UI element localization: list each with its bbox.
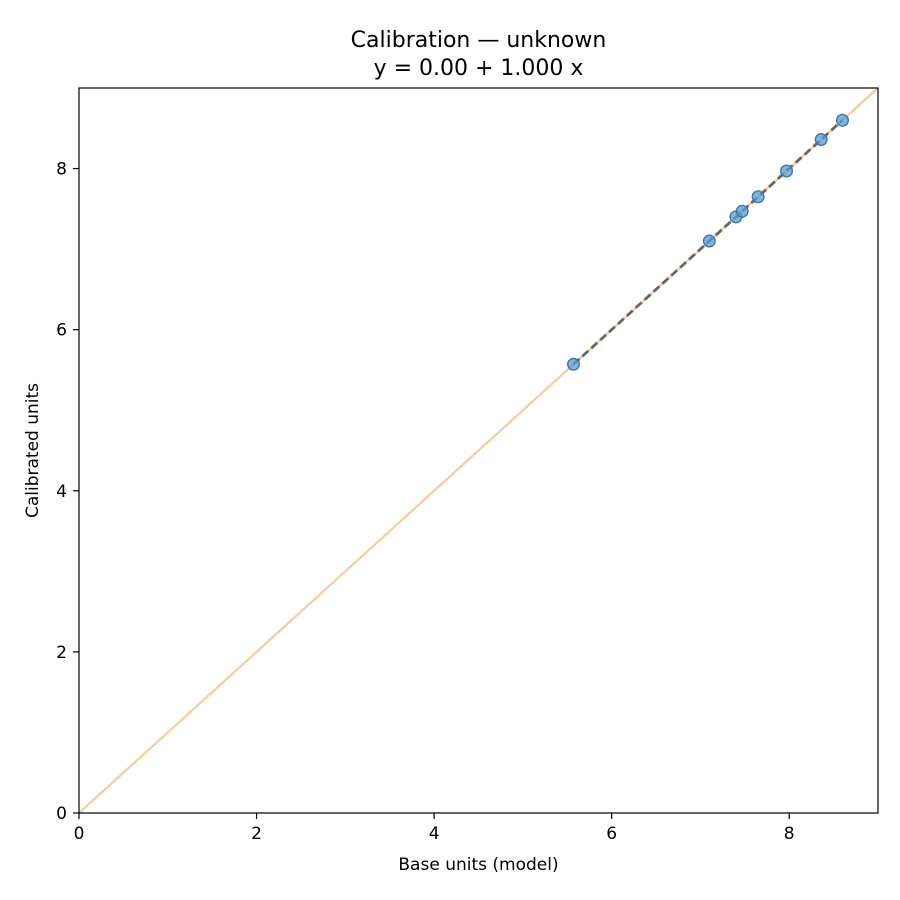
y-tick-label: 2 bbox=[56, 643, 67, 663]
x-axis-label: Base units (model) bbox=[398, 855, 558, 875]
data-point bbox=[702, 234, 716, 248]
data-point bbox=[751, 190, 765, 204]
chart-title: Calibration — unknown bbox=[351, 28, 607, 53]
data-point bbox=[814, 133, 828, 147]
data-point bbox=[566, 357, 580, 371]
x-tick-label: 2 bbox=[251, 824, 262, 844]
plot-area bbox=[78, 87, 879, 814]
y-tick-label: 8 bbox=[56, 160, 67, 180]
y-tick-label: 0 bbox=[56, 804, 67, 824]
data-point bbox=[835, 113, 849, 127]
plot-frame bbox=[78, 87, 879, 814]
x-tick-label: 6 bbox=[606, 824, 617, 844]
y-axis-label: Calibrated units bbox=[23, 383, 43, 518]
axis-ticks: 0 2 4 6 8 0 2 4 6 8 bbox=[56, 160, 794, 844]
chart-subtitle: y = 0.00 + 1.000 x bbox=[374, 56, 584, 81]
y-tick-label: 6 bbox=[56, 321, 67, 341]
data-point bbox=[735, 204, 749, 218]
x-tick-label: 8 bbox=[784, 824, 795, 844]
x-tick-label: 4 bbox=[429, 824, 440, 844]
x-tick-label: 0 bbox=[74, 824, 85, 844]
y-tick-label: 4 bbox=[56, 482, 67, 502]
data-point bbox=[780, 164, 794, 178]
